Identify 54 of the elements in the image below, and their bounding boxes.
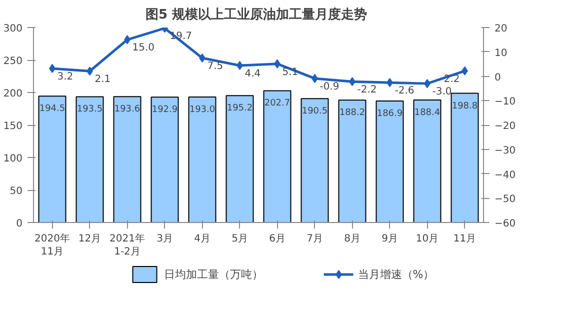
data-label: 188.4	[414, 108, 440, 118]
y2-tick-label: 20	[494, 24, 508, 34]
data-label: 7.5	[207, 60, 224, 72]
x-tick-label: 4月	[194, 234, 210, 244]
y2-tick-label: −10	[494, 96, 516, 108]
y-tick-label: 100	[3, 154, 23, 164]
data-label: 193.0	[189, 105, 216, 116]
data-label: 193.5	[76, 104, 103, 115]
x-tick-label: 2020年 11月	[34, 232, 70, 258]
x-tick-label: 7月	[306, 234, 323, 244]
data-label: 194.5	[39, 104, 66, 114]
y2-tick-label: 0	[494, 72, 501, 84]
data-label: -3.0	[432, 86, 452, 98]
data-label: -2.2	[357, 84, 377, 96]
data-label: 193.6	[114, 104, 140, 115]
legend-label: 当月增速（%）	[358, 266, 434, 282]
y2-tick-label: 10	[494, 48, 508, 59]
y-tick-label: 0	[16, 218, 23, 230]
x-tick-label: 3月	[156, 234, 173, 244]
data-label: 2.1	[94, 74, 111, 86]
data-label: 15.0	[132, 42, 155, 54]
y-tick-label: 300	[3, 24, 23, 34]
data-label: -2.6	[394, 86, 414, 97]
y-tick-label: 250	[3, 56, 23, 67]
data-label: 198.8	[452, 101, 478, 112]
data-label: 195.2	[226, 104, 253, 114]
y2-tick-label: −20	[494, 121, 516, 132]
data-label: 2.2	[444, 74, 460, 85]
x-tick-label: 10月	[416, 234, 439, 244]
y-tick-label: 200	[3, 88, 23, 100]
data-label: 190.5	[302, 106, 328, 117]
y2-tick-label: −30	[494, 145, 516, 156]
y-tick-label: 150	[3, 121, 23, 132]
x-tick-label: 6月	[269, 234, 286, 244]
data-label: 3.2	[57, 71, 74, 82]
data-label: 202.7	[264, 98, 290, 109]
x-tick-label: 9月	[382, 234, 398, 244]
x-tick-label: 5月	[232, 234, 248, 244]
data-label: 192.9	[152, 105, 178, 116]
y2-tick-label: −60	[494, 218, 516, 230]
x-tick-label: 11月	[453, 234, 476, 244]
data-label: 5.1	[282, 66, 298, 78]
x-tick-label: 8月	[344, 234, 360, 244]
data-label: -0.9	[320, 81, 340, 92]
y-tick-label: 50	[10, 186, 23, 197]
data-label: 188.2	[339, 108, 366, 118]
data-label: 4.4	[244, 68, 261, 80]
y2-tick-label: −50	[494, 194, 516, 206]
legend-label: 日均加工量（万吨）	[164, 266, 263, 282]
data-label: 186.9	[376, 109, 403, 120]
y2-tick-label: −40	[494, 170, 516, 181]
x-tick-label: 2021年 1-2月	[110, 232, 145, 258]
x-tick-label: 12月	[78, 234, 102, 244]
chart-title: 图5 规模以上工业原油加工量月度走势	[145, 6, 368, 22]
